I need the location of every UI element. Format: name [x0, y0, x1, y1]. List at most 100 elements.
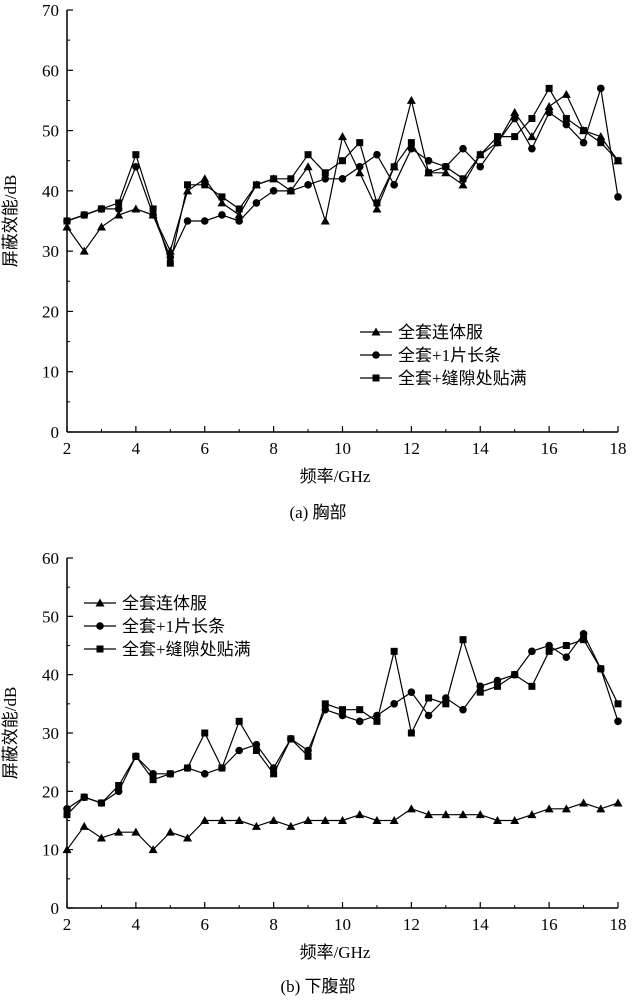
legend-label: 全套+1片长条 — [398, 346, 501, 365]
data-point — [339, 706, 346, 714]
data-point — [131, 827, 141, 836]
data-point — [492, 816, 502, 824]
data-point — [441, 810, 451, 819]
subplot-caption: (b) 下腹部 — [280, 977, 355, 996]
legend-label: 全套+缝隙处贴满 — [122, 640, 251, 659]
data-point — [597, 139, 605, 147]
data-point — [596, 132, 606, 141]
legend-entry: 全套+1片长条 — [360, 346, 501, 365]
data-point — [424, 711, 433, 720]
data-point — [149, 205, 157, 213]
data-point — [149, 776, 157, 784]
data-point — [63, 805, 71, 813]
data-point — [562, 115, 570, 123]
x-tick-label: 8 — [269, 439, 278, 458]
y-tick-label: 60 — [42, 61, 59, 80]
x-tick-label: 2 — [63, 915, 72, 934]
data-point — [510, 816, 520, 824]
subplot-b: 2 4 6 8 10 12 14 16 18 0 10 20 30 40 50 60 频率/GHz 屏蔽效能/dB… — [1, 549, 627, 996]
data-point — [200, 174, 210, 183]
data-point — [269, 816, 279, 824]
data-point — [132, 162, 140, 171]
data-point — [338, 132, 347, 141]
x-tick-label: 18 — [610, 439, 627, 458]
data-point — [528, 144, 536, 153]
data-point — [96, 222, 106, 231]
data-point — [544, 101, 554, 110]
y-axis-label: 屏蔽效能/dB — [1, 175, 20, 268]
data-point — [407, 139, 415, 147]
data-point — [493, 682, 501, 690]
data-point — [79, 246, 89, 255]
legend-circle-icon — [96, 622, 104, 630]
y-tick-label: 30 — [42, 724, 59, 743]
x-tick-label: 14 — [472, 439, 490, 458]
data-point — [62, 845, 72, 854]
x-tick-label: 16 — [541, 439, 558, 458]
data-point — [200, 770, 209, 778]
data-point — [562, 642, 570, 649]
data-point — [218, 764, 226, 772]
data-point — [614, 717, 622, 726]
data-point — [200, 217, 209, 225]
data-point — [114, 205, 123, 213]
data-point — [372, 816, 382, 824]
legend-triangle-icon — [371, 327, 381, 336]
data-point — [320, 216, 330, 225]
legend-label: 全套连体服 — [122, 594, 207, 613]
series-line — [66, 802, 619, 851]
data-point — [321, 175, 330, 183]
data-point — [614, 700, 622, 708]
data-point — [545, 647, 553, 655]
data-point — [80, 211, 88, 219]
data-point — [235, 717, 243, 725]
legend-entry: 全套连体服 — [84, 594, 207, 613]
data-point — [338, 711, 347, 720]
x-axis-label: 频率/GHz — [300, 467, 371, 486]
data-point — [493, 133, 501, 141]
data-point — [338, 816, 347, 824]
data-point — [373, 717, 381, 725]
data-point — [218, 211, 226, 219]
data-point — [459, 175, 467, 183]
data-point — [234, 816, 244, 824]
series-triangle — [62, 798, 623, 854]
legend-entry: 全套+1片长条 — [84, 617, 225, 636]
data-point — [338, 175, 347, 183]
data-point — [304, 752, 312, 760]
data-point — [114, 787, 123, 796]
data-point — [62, 222, 72, 231]
y-axis-label: 屏蔽效能/dB — [1, 687, 20, 780]
data-point — [200, 816, 210, 824]
subplot-caption: (a) 胸部 — [289, 503, 346, 522]
data-point — [184, 764, 192, 772]
data-point — [304, 151, 312, 159]
data-point — [63, 811, 71, 819]
legend-label: 全套+1片长条 — [122, 617, 225, 636]
data-point — [303, 162, 313, 171]
x-tick-label: 12 — [403, 439, 420, 458]
data-point — [511, 671, 519, 679]
data-point — [407, 688, 416, 696]
data-point — [183, 217, 192, 225]
data-point — [459, 705, 467, 714]
data-point — [425, 169, 433, 177]
x-tick-label: 12 — [403, 915, 420, 934]
data-point — [131, 204, 141, 213]
data-point — [165, 827, 175, 836]
data-point — [458, 180, 468, 189]
data-point — [545, 84, 553, 92]
data-point — [166, 259, 174, 267]
data-point — [579, 798, 589, 807]
data-point — [235, 746, 243, 755]
x-tick-label: 2 — [63, 439, 72, 458]
data-point — [527, 810, 537, 819]
data-point — [613, 798, 623, 807]
data-point — [251, 821, 261, 830]
data-point — [614, 193, 622, 201]
y-tick-label: 20 — [42, 302, 59, 321]
legend-label: 全套连体服 — [398, 323, 483, 342]
data-point — [459, 636, 467, 644]
data-point — [356, 139, 364, 147]
